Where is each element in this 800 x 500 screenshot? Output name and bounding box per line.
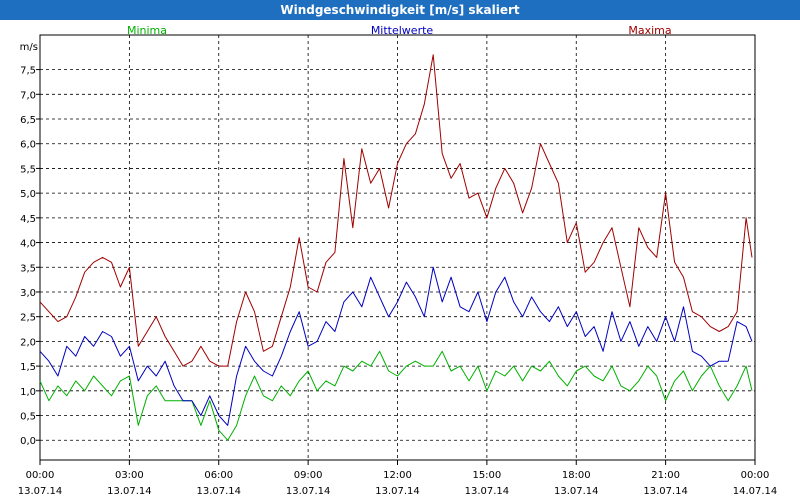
x-tick-time: 15:00 bbox=[472, 470, 501, 481]
x-tick-date: 14.07.14 bbox=[733, 486, 778, 497]
x-tick-time: 00:00 bbox=[741, 470, 770, 481]
window-title: Windgeschwindigkeit [m/s] skaliert bbox=[0, 0, 800, 20]
y-tick-label: 3,0 bbox=[20, 288, 36, 299]
series-maxima-line bbox=[39, 54, 753, 367]
y-tick-label: 6,5 bbox=[20, 115, 36, 126]
y-tick-label: 2,0 bbox=[20, 337, 36, 348]
x-tick-date: 13.07.14 bbox=[375, 486, 420, 497]
y-tick-label: 1,0 bbox=[20, 387, 36, 398]
y-tick-label: 2,5 bbox=[20, 313, 36, 324]
series-lines bbox=[39, 54, 753, 441]
y-tick-label: 5,0 bbox=[20, 189, 36, 200]
series-mittelwerte-line bbox=[39, 266, 753, 426]
series-minima-line bbox=[39, 350, 753, 441]
plot-frame bbox=[39, 34, 756, 461]
y-tick-label: 4,0 bbox=[20, 239, 36, 250]
y-tick-label: 4,5 bbox=[20, 214, 36, 225]
chart-grid bbox=[36, 35, 756, 465]
y-axis-unit-label: m/s bbox=[20, 42, 38, 53]
x-tick-time: 09:00 bbox=[294, 470, 323, 481]
y-tick-label: 1,5 bbox=[20, 362, 36, 373]
x-axis-tick-labels: 00:00 13.07.14 03:00 13.07.14 06:00 13.07.14 0… bbox=[18, 470, 778, 497]
x-tick-time: 21:00 bbox=[651, 470, 680, 481]
x-tick-date: 13.07.14 bbox=[286, 486, 331, 497]
y-tick-label: 0,0 bbox=[20, 436, 36, 447]
x-tick-date: 13.07.14 bbox=[196, 486, 241, 497]
x-tick-date: 13.07.14 bbox=[18, 486, 63, 497]
x-tick-date: 13.07.14 bbox=[107, 486, 152, 497]
y-tick-label: 0,5 bbox=[20, 412, 36, 423]
y-tick-label: 3,5 bbox=[20, 263, 36, 274]
x-tick-time: 00:00 bbox=[26, 470, 55, 481]
x-tick-date: 13.07.14 bbox=[465, 486, 510, 497]
legend-mittelwerte: Mittelwerte bbox=[371, 24, 434, 37]
legend-minima: Minima bbox=[127, 24, 167, 37]
x-tick-time: 06:00 bbox=[204, 470, 233, 481]
x-tick-time: 12:00 bbox=[383, 470, 412, 481]
x-tick-date: 13.07.14 bbox=[643, 486, 688, 497]
legend-maxima: Maxima bbox=[628, 24, 671, 37]
y-tick-label: 6,0 bbox=[20, 140, 36, 151]
y-tick-label: 5,5 bbox=[20, 164, 36, 175]
y-tick-label: 7,5 bbox=[20, 66, 36, 77]
x-tick-time: 18:00 bbox=[562, 470, 591, 481]
x-tick-date: 13.07.14 bbox=[554, 486, 599, 497]
x-tick-time: 03:00 bbox=[115, 470, 144, 481]
y-tick-label: 7,0 bbox=[20, 90, 36, 101]
y-axis-tick-labels: 0,0 0,5 1,0 1,5 2,0 2,5 3,0 3,5 4,0 4,5 5,0 5,5 6,0 6… bbox=[20, 66, 36, 448]
